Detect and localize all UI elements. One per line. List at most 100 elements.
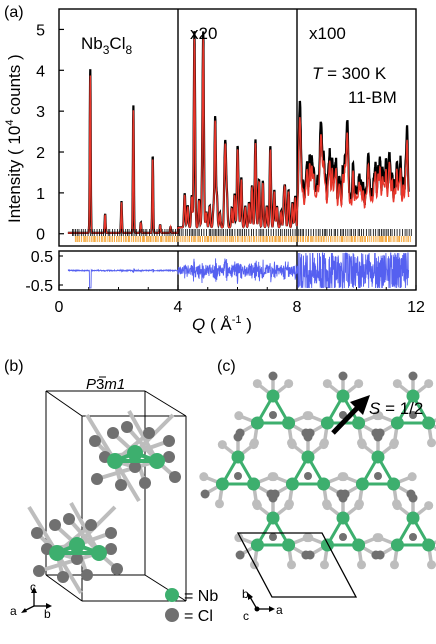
nb-atom xyxy=(231,450,245,464)
y-tick-label: 5 xyxy=(36,22,45,39)
cl-atom xyxy=(392,501,402,511)
nb-atom xyxy=(301,450,315,464)
cell-edge xyxy=(45,390,83,417)
nb-atom xyxy=(250,416,264,430)
cl-atom xyxy=(392,379,402,389)
nb-atom xyxy=(266,511,280,525)
nb-trimer xyxy=(254,515,292,547)
residual-tick-label: -0.5 xyxy=(25,278,53,295)
nb-atom xyxy=(336,389,350,403)
panel-c-label: (c) xyxy=(217,358,236,375)
x-axis-label: Q ( Å-1 ) xyxy=(192,314,252,334)
cl-atom xyxy=(234,411,244,421)
cl-atom xyxy=(252,379,262,389)
bond xyxy=(96,459,158,481)
nb-atom xyxy=(91,545,107,561)
segment-label-x100: x100 xyxy=(309,24,346,43)
cl-atom xyxy=(234,472,242,480)
x-tick-label: 0 xyxy=(55,299,64,316)
y-tick-label: 2 xyxy=(36,145,45,162)
segment-label-x20: x20 xyxy=(190,24,217,43)
nb-atom xyxy=(371,450,385,464)
cl-atom xyxy=(303,432,313,442)
nb-atom xyxy=(320,538,334,552)
kagome-lattice xyxy=(199,371,436,570)
cl-atom xyxy=(305,550,315,560)
temperature-annotation: T = 300 K xyxy=(312,64,387,83)
cl-atom xyxy=(85,519,97,531)
difference-series xyxy=(67,252,410,289)
cl-atom xyxy=(268,371,278,381)
y-tick-label: 4 xyxy=(36,63,45,80)
space-group-label: P3m1 xyxy=(86,376,125,393)
cl-atom xyxy=(304,472,312,480)
cl-atom xyxy=(374,472,382,480)
nb-atom xyxy=(215,477,229,491)
cl-atom xyxy=(107,427,119,439)
nb-trimer xyxy=(254,393,292,425)
cl-atom xyxy=(269,411,277,419)
nb-atom xyxy=(250,538,264,552)
cl-atom xyxy=(357,560,367,570)
axis-c-label: c xyxy=(30,580,36,594)
cl-atom xyxy=(31,527,43,539)
nb-atom xyxy=(285,477,299,491)
y-axis-label: Intensity ( 104 counts ) xyxy=(4,54,24,223)
cl-atom xyxy=(233,432,243,442)
cl-atom xyxy=(284,501,294,511)
cl-atom xyxy=(115,479,127,491)
x-tick-label: 4 xyxy=(174,299,183,316)
cl-atom xyxy=(354,501,364,511)
cl-atom xyxy=(57,571,69,583)
cl-atom xyxy=(424,501,434,511)
axis-triad-c: b c a xyxy=(242,587,283,623)
cl-atom xyxy=(89,435,101,447)
unit-cell-structure xyxy=(27,390,187,602)
nb-trimer xyxy=(359,454,397,486)
cl-atom xyxy=(217,440,227,450)
y-tick-label: 1 xyxy=(36,186,45,203)
cl-atom xyxy=(374,533,384,543)
nb-trimer xyxy=(394,393,432,425)
axis-a-label: a xyxy=(10,604,17,618)
x-tick-label: 12 xyxy=(407,299,425,316)
nb-atom xyxy=(69,537,85,553)
bond xyxy=(27,505,59,555)
cl-atom xyxy=(163,435,175,447)
cl-atom xyxy=(339,533,347,541)
cl-atom xyxy=(121,421,133,433)
nb-atom xyxy=(387,477,401,491)
nb-trimer xyxy=(394,515,432,547)
y-tick-labels: 0 1 2 3 4 5 xyxy=(36,22,45,243)
nb-atom xyxy=(149,453,165,469)
spin-arrow xyxy=(331,395,370,435)
fit-series xyxy=(67,38,410,234)
nb-atom xyxy=(320,416,334,430)
cl-atom xyxy=(287,560,297,570)
cl-atom xyxy=(373,432,383,442)
cl-atom xyxy=(354,379,364,389)
nb-trimer xyxy=(56,542,100,555)
cl-atom xyxy=(249,440,259,450)
residual-tick-label: 0.5 xyxy=(31,249,53,266)
nb-atom xyxy=(282,416,296,430)
cl-atom xyxy=(33,565,45,577)
cell-edge xyxy=(45,574,83,602)
nb-trimer xyxy=(219,454,257,486)
nb-atom xyxy=(352,538,366,552)
axis-triad-b: c a b xyxy=(10,580,52,621)
cl-atom xyxy=(409,411,417,419)
cl-atom xyxy=(111,563,123,575)
nb-trimer xyxy=(324,515,362,547)
axis-a-label-c: a xyxy=(276,603,283,617)
nb-atom xyxy=(352,416,366,430)
cl-atom xyxy=(304,533,314,543)
cell-edge xyxy=(144,390,187,417)
cl-atom xyxy=(91,473,103,485)
cl-atom xyxy=(105,527,117,539)
axis-c-label-c: c xyxy=(243,609,249,623)
cl-atom xyxy=(129,461,141,473)
cl-atom xyxy=(163,451,175,463)
legend-nb-label: = Nb xyxy=(184,588,218,605)
